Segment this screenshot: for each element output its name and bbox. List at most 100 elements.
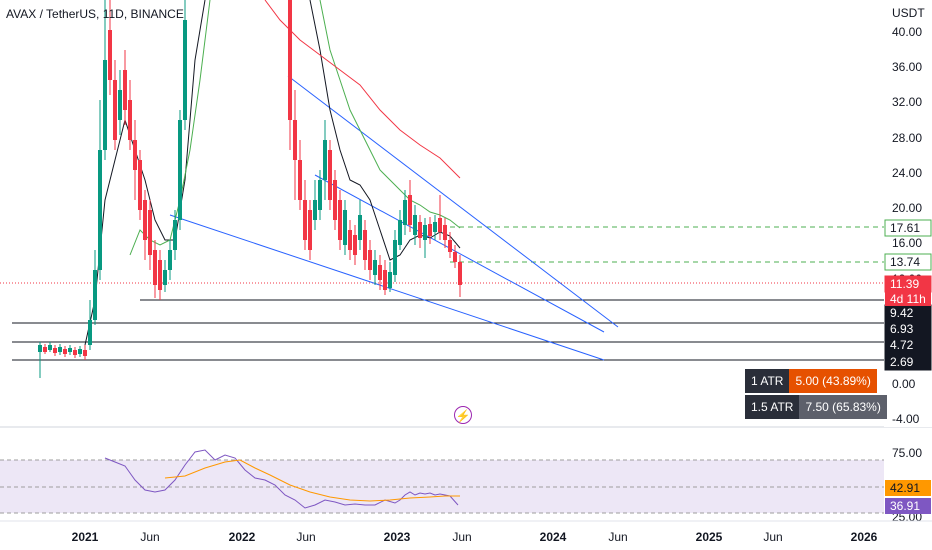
candle-body bbox=[148, 210, 152, 255]
ma-black bbox=[84, 0, 206, 346]
trendline-middle bbox=[314, 174, 605, 333]
price-tag-bg bbox=[884, 253, 932, 271]
candle-body bbox=[308, 210, 312, 250]
candle-body bbox=[448, 240, 452, 252]
date-label: Jun bbox=[763, 530, 782, 544]
price-tags: 17.61 13.74 11.39 9.42 6.93 4.72 2.69 4d 11h bbox=[884, 219, 932, 371]
symbol-title[interactable]: AVAX / TetherUS, 11D, BINANCE bbox=[6, 7, 184, 21]
price-tag-label: 6.93 bbox=[890, 322, 914, 336]
date-axis: 2021 Jun 2022 Jun 2023 Jun 2024 Jun 2025 Jun 2026 bbox=[72, 530, 878, 544]
atr-value: 7.50 (65.83%) bbox=[799, 395, 887, 419]
date-label: 2022 bbox=[229, 530, 256, 544]
date-label: Jun bbox=[608, 530, 627, 544]
candle-body bbox=[298, 160, 302, 200]
candle-body bbox=[398, 220, 402, 245]
date-label: 2024 bbox=[540, 530, 567, 544]
date-label: 2023 bbox=[384, 530, 411, 544]
candle-body bbox=[393, 240, 397, 275]
candle-body bbox=[378, 265, 382, 280]
candle-body bbox=[363, 230, 367, 260]
candle-body bbox=[403, 200, 407, 225]
candle-body bbox=[323, 140, 327, 180]
candle-body bbox=[413, 215, 417, 235]
date-label: 2026 bbox=[851, 530, 878, 544]
candle-body bbox=[443, 225, 447, 240]
candle-body bbox=[418, 222, 422, 238]
candle-body bbox=[163, 270, 167, 285]
candle-body bbox=[453, 252, 457, 262]
candle-body bbox=[433, 222, 437, 232]
price-ticks: 40.0036.0032.0028.0024.0020.0016.0012.00… bbox=[892, 25, 922, 426]
candle-body bbox=[338, 200, 342, 240]
candle-body bbox=[173, 220, 177, 250]
date-label: 2021 bbox=[72, 530, 99, 544]
candle-body bbox=[318, 180, 322, 210]
candle-body bbox=[358, 215, 362, 240]
lightning-icon[interactable]: ⚡ bbox=[454, 406, 472, 424]
date-label: Jun bbox=[140, 530, 159, 544]
candle-body bbox=[88, 320, 92, 345]
ma-black-2 bbox=[309, 0, 461, 261]
candle-body bbox=[348, 230, 352, 250]
price-tag-label: 9.42 bbox=[890, 306, 914, 320]
candle-body bbox=[328, 150, 332, 200]
candle-body bbox=[38, 345, 42, 352]
candle-body bbox=[123, 70, 127, 110]
candle-body bbox=[68, 348, 72, 352]
candle-body bbox=[368, 250, 372, 270]
date-label: 2025 bbox=[696, 530, 723, 544]
price-tick-label: -4.00 bbox=[892, 412, 920, 426]
candle-body bbox=[108, 30, 112, 80]
candle-body bbox=[423, 225, 427, 240]
candle-body bbox=[58, 347, 62, 352]
candle-body bbox=[303, 200, 307, 240]
ma-red bbox=[264, 0, 461, 179]
candle-body bbox=[178, 120, 182, 220]
price-tag-label: 2.69 bbox=[890, 355, 914, 369]
ma-green bbox=[129, 0, 211, 256]
candle-body bbox=[103, 60, 107, 150]
trendline-upper bbox=[287, 75, 619, 328]
currency-label: USDT bbox=[892, 6, 925, 20]
countdown-bg bbox=[885, 292, 931, 306]
candle-body bbox=[333, 180, 337, 220]
candle-body bbox=[98, 150, 102, 270]
candle-body bbox=[143, 200, 147, 240]
candle-body bbox=[158, 260, 162, 290]
price-tick-label: 20.00 bbox=[892, 201, 922, 215]
rsi-ma-line bbox=[164, 459, 460, 502]
candle-body bbox=[293, 120, 297, 160]
price-tag-label: 4.72 bbox=[890, 338, 914, 352]
candle-body bbox=[113, 80, 117, 140]
atr-key: 1 ATR bbox=[745, 369, 790, 393]
candles-group bbox=[38, 0, 462, 378]
rsi-tags: 42.91 36.91 bbox=[885, 480, 931, 514]
candle-body bbox=[313, 200, 317, 220]
candle-body bbox=[408, 195, 412, 225]
date-label: Jun bbox=[296, 530, 315, 544]
candle-body bbox=[153, 250, 157, 285]
candle-body bbox=[63, 349, 67, 354]
price-tag-bg bbox=[884, 219, 932, 237]
price-tick-label: 32.00 bbox=[892, 95, 922, 109]
candle-body bbox=[388, 272, 392, 288]
candle-body bbox=[73, 350, 77, 355]
price-tick-label: 16.00 bbox=[892, 236, 922, 250]
price-tag-label: 13.74 bbox=[890, 255, 920, 269]
candle-body bbox=[343, 210, 347, 245]
candle-body bbox=[133, 140, 137, 170]
date-label: Jun bbox=[452, 530, 471, 544]
price-tick-label: 40.00 bbox=[892, 25, 922, 39]
price-tick-label: 28.00 bbox=[892, 131, 922, 145]
atr-row-2: 1.5 ATR 7.50 (65.83%) bbox=[745, 395, 887, 419]
price-tick-label: 0.00 bbox=[892, 377, 916, 391]
candle-body bbox=[353, 235, 357, 255]
candle-body bbox=[48, 345, 52, 350]
rsi-line bbox=[104, 449, 459, 509]
candle-body bbox=[118, 90, 122, 120]
candle-body bbox=[83, 350, 87, 356]
candle-body bbox=[373, 260, 377, 275]
candle-body bbox=[458, 262, 462, 285]
candle-body bbox=[428, 224, 432, 236]
